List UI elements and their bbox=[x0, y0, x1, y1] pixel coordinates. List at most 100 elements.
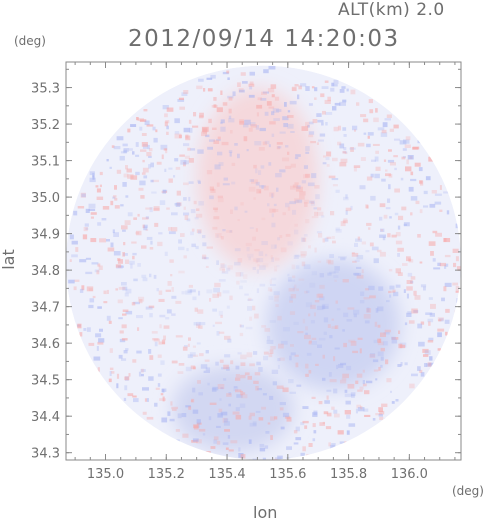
speckle bbox=[253, 164, 257, 169]
speckle bbox=[377, 324, 381, 328]
speckle bbox=[235, 414, 242, 420]
speckle bbox=[225, 447, 229, 450]
speckle bbox=[331, 443, 336, 448]
speckle bbox=[414, 162, 421, 167]
speckle bbox=[280, 340, 288, 345]
speckle bbox=[247, 375, 252, 380]
speckle bbox=[364, 390, 370, 395]
speckle bbox=[265, 253, 268, 257]
speckle bbox=[133, 301, 140, 305]
speckle bbox=[118, 354, 123, 359]
speckle bbox=[192, 438, 199, 442]
speckle bbox=[348, 339, 356, 343]
speckle bbox=[271, 213, 274, 218]
speckle bbox=[352, 350, 358, 354]
speckle bbox=[293, 442, 299, 445]
speckle bbox=[395, 399, 399, 402]
speckle bbox=[332, 184, 338, 187]
speckle bbox=[121, 225, 128, 230]
speckle bbox=[69, 234, 74, 240]
speckle bbox=[407, 272, 413, 277]
speckle bbox=[150, 162, 154, 168]
speckle bbox=[298, 278, 305, 281]
speckle bbox=[203, 88, 206, 92]
speckle bbox=[398, 215, 404, 221]
speckle bbox=[308, 245, 311, 249]
speckle bbox=[160, 393, 164, 396]
speckle bbox=[142, 387, 149, 391]
speckle bbox=[249, 81, 254, 85]
speckle bbox=[282, 327, 290, 332]
speckle bbox=[95, 333, 102, 338]
speckle bbox=[80, 192, 86, 198]
speckle bbox=[188, 196, 191, 202]
speckle bbox=[287, 151, 290, 155]
speckle bbox=[316, 231, 322, 234]
speckle bbox=[411, 373, 418, 377]
speckle bbox=[378, 407, 383, 412]
speckle bbox=[322, 303, 329, 309]
speckle bbox=[282, 412, 290, 418]
speckle bbox=[237, 82, 241, 87]
speckle bbox=[163, 325, 170, 329]
speckle bbox=[228, 449, 234, 452]
speckle bbox=[146, 236, 153, 240]
speckle bbox=[404, 144, 411, 148]
speckle bbox=[136, 230, 142, 236]
speckle bbox=[336, 308, 341, 311]
speckle bbox=[188, 284, 193, 288]
speckle bbox=[454, 310, 461, 314]
speckle bbox=[239, 272, 244, 277]
speckle bbox=[258, 170, 262, 175]
speckle bbox=[409, 383, 415, 389]
speckle bbox=[139, 126, 143, 131]
speckle bbox=[398, 330, 401, 334]
speckle bbox=[410, 212, 413, 216]
y-tick-label: 35.3 bbox=[31, 82, 60, 97]
speckle bbox=[98, 265, 103, 270]
speckle bbox=[427, 362, 432, 367]
speckle bbox=[251, 179, 258, 184]
speckle bbox=[212, 386, 219, 391]
x-tick-label: 135.0 bbox=[87, 467, 124, 482]
speckle bbox=[205, 451, 211, 455]
speckle bbox=[269, 279, 272, 285]
speckle bbox=[94, 269, 100, 273]
speckle bbox=[323, 411, 329, 415]
speckle bbox=[174, 133, 182, 139]
speckle bbox=[360, 291, 365, 296]
speckle bbox=[175, 166, 181, 170]
speckle bbox=[256, 258, 264, 263]
speckle bbox=[293, 254, 299, 259]
speckle bbox=[255, 181, 260, 186]
speckle bbox=[249, 86, 253, 90]
speckle bbox=[306, 454, 312, 459]
speckle bbox=[208, 118, 212, 124]
speckle bbox=[377, 127, 385, 131]
speckle bbox=[99, 238, 107, 243]
speckle bbox=[152, 179, 159, 183]
speckle bbox=[239, 120, 245, 125]
speckle bbox=[288, 288, 295, 292]
speckle bbox=[160, 360, 165, 365]
speckle bbox=[423, 286, 426, 291]
speckle bbox=[244, 119, 251, 125]
speckle bbox=[249, 316, 253, 321]
speckle bbox=[428, 321, 431, 326]
speckle bbox=[213, 104, 217, 108]
speckle bbox=[234, 261, 241, 266]
speckle bbox=[207, 382, 210, 386]
speckle bbox=[175, 202, 181, 207]
speckle bbox=[212, 226, 218, 230]
speckle bbox=[301, 261, 306, 267]
speckle bbox=[235, 407, 240, 411]
speckle bbox=[187, 343, 190, 347]
speckle bbox=[374, 156, 379, 162]
speckle bbox=[349, 147, 356, 150]
speckle bbox=[244, 293, 249, 296]
speckle bbox=[346, 430, 350, 435]
speckle bbox=[175, 335, 183, 338]
speckle bbox=[242, 81, 248, 84]
speckle bbox=[118, 317, 123, 320]
speckle bbox=[242, 274, 248, 280]
